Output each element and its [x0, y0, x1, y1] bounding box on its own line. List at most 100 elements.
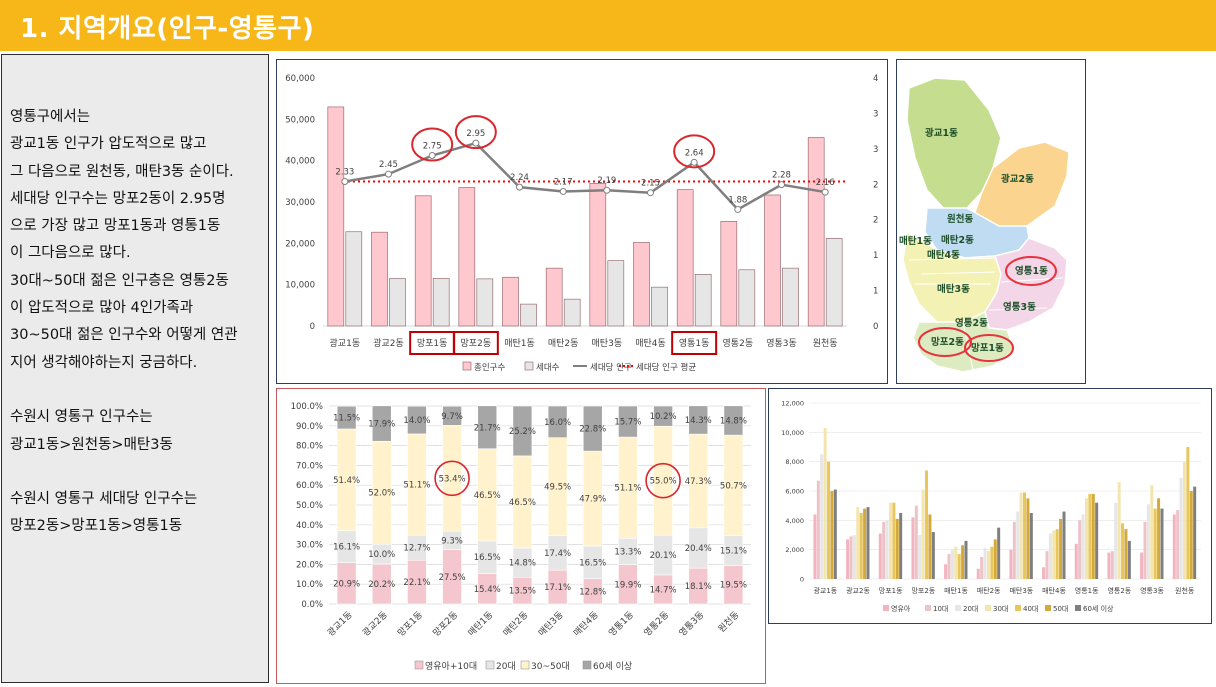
divider: [920, 271, 996, 275]
legend-label: 50대: [1053, 605, 1068, 613]
stacked-bar-segment: [442, 405, 462, 426]
bar: [1189, 491, 1193, 579]
bar: [976, 568, 980, 579]
map-label: 매탄2동: [941, 234, 974, 246]
population-chart: 0 10,000 20,000 30,000 40,000 50,000 60,000 0 1 1…: [285, 74, 878, 373]
x-tick-label: 매탄1동: [944, 586, 968, 595]
district-map: 광교1동 광교2동 원천동 매탄1동 매탄2동 매탄4동 매탄3동 영통1동 영…: [899, 77, 1070, 373]
segment-data-label: 20.1%: [650, 551, 677, 561]
y-tick-label: 40.0%: [296, 521, 323, 531]
bar-households: [476, 278, 494, 327]
bar: [1121, 523, 1125, 579]
bar: [1110, 551, 1114, 579]
bar: [1157, 498, 1161, 579]
bar: [899, 513, 903, 579]
bar: [1012, 521, 1016, 579]
legend-label: 20대: [963, 605, 978, 613]
legend-label: 10대: [933, 605, 948, 613]
map-label: 망포1동: [971, 342, 1004, 354]
highlight-circle: [434, 460, 470, 497]
bar: [849, 536, 853, 579]
x-tick-label: 매탄1동: [504, 338, 535, 349]
line-point: [385, 170, 392, 178]
bar: [885, 520, 889, 579]
legend-label: 40대: [1023, 605, 1038, 613]
bar: [1078, 520, 1082, 579]
y-tick-label: 40,000: [285, 157, 315, 167]
y-tick-label: 0.0%: [301, 600, 323, 610]
bar-households: [651, 286, 668, 327]
bar: [1193, 486, 1197, 579]
bar: [1048, 533, 1052, 579]
line-point: [821, 188, 829, 196]
bar: [1059, 518, 1063, 579]
summary-line: 으로 가장 많고 망포1동과 영통1동: [10, 218, 221, 235]
legend-swatch: [1075, 605, 1081, 611]
bar: [878, 533, 882, 579]
bar: [1062, 511, 1066, 579]
bar: [1146, 504, 1150, 579]
x-tick-label: 매탄4동: [571, 609, 600, 638]
segment-data-label: 52.0%: [368, 489, 395, 499]
paragraph-gap: [10, 459, 266, 486]
segment-data-label: 12.7%: [403, 544, 430, 554]
bar: [947, 554, 951, 579]
legend-swatch: [462, 361, 472, 371]
bar: [895, 518, 899, 579]
bar: [820, 454, 824, 579]
bar: [1088, 493, 1092, 579]
bar: [1042, 567, 1046, 579]
highlight-circle: [673, 134, 716, 169]
line-point: [428, 152, 436, 159]
bar: [1052, 530, 1056, 579]
age-count-chart-panel: 0 2,000 4,000 6,000 8,000 10,000 12,000 광교1동 광교2…: [768, 388, 1212, 624]
x-tick-label: 망포1동: [879, 586, 903, 595]
x-tick-label: 영통2동: [642, 609, 671, 638]
bar: [1186, 447, 1190, 579]
x-tick-label: 영통2동: [1107, 586, 1131, 595]
bar: [980, 557, 984, 579]
bar: [983, 548, 987, 579]
bar-population: [633, 242, 650, 327]
bar: [931, 532, 935, 579]
legend-swatch: [414, 660, 424, 670]
legend-label: 총인구수: [474, 362, 505, 373]
legend-label: 20대: [496, 661, 516, 672]
age-share-chart-panel: 0.0% 10.0% 20.0% 30.0% 40.0% 50.0% 60.0% 70.0% 8…: [276, 388, 766, 684]
bar: [1029, 513, 1033, 579]
bar-households: [825, 238, 843, 327]
legend-swatch: [1015, 605, 1021, 611]
stacked-bar-segment: [688, 405, 709, 435]
segment-data-label: 51.4%: [333, 476, 360, 486]
bar: [1153, 508, 1157, 579]
x-tick-label: 원천동: [813, 338, 838, 349]
bar: [833, 489, 837, 579]
highlight-box: [671, 331, 718, 355]
map-label: 매탄1동: [899, 235, 932, 247]
segment-data-label: 14.8%: [509, 559, 536, 569]
bar-households: [694, 274, 712, 327]
segment-data-label: 9.3%: [441, 536, 463, 546]
summary-line: 세대당 인구수는 망포2동이 2.95명: [10, 190, 226, 207]
line-point: [647, 189, 654, 197]
bar-population: [764, 194, 781, 327]
y2-tick-label: 2: [873, 180, 878, 190]
bar: [986, 551, 990, 579]
bar-households: [738, 269, 756, 327]
segment-data-label: 27.5%: [439, 573, 466, 583]
bar: [921, 489, 925, 579]
bar: [990, 546, 994, 579]
bar: [813, 514, 817, 579]
population-chart-panel: 0 10,000 20,000 30,000 40,000 50,000 60,000 0 1 1…: [276, 59, 888, 384]
bar: [957, 554, 961, 579]
y-tick-label: 2,000: [785, 546, 804, 554]
line-data-label: 2.16: [816, 178, 835, 188]
bar: [1172, 514, 1176, 579]
segment-data-label: 19.5%: [720, 581, 747, 591]
segment-data-label: 51.1%: [403, 481, 430, 491]
highlight-box: [452, 331, 499, 355]
bar: [918, 535, 922, 579]
divider: [988, 307, 1048, 311]
highlight-circle: [454, 115, 497, 150]
x-tick-label: 영통3동: [1140, 586, 1164, 595]
